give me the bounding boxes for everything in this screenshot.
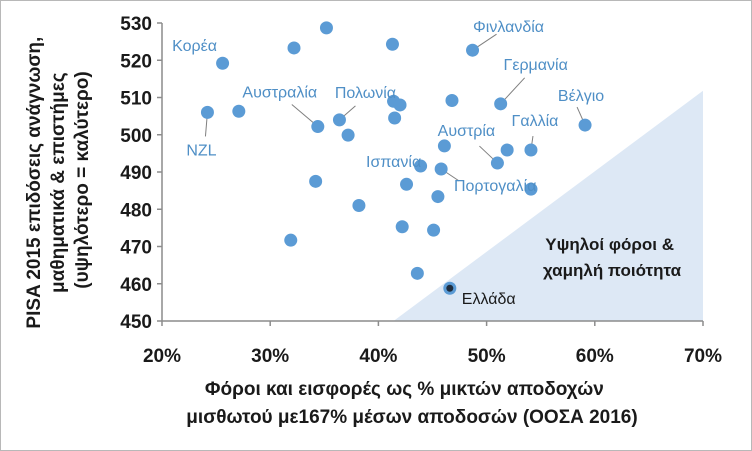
x-tick-labels: 20% 30% 40% 50% 60% 70% <box>143 321 722 367</box>
y-tick-label: 530 <box>120 14 152 35</box>
data-point <box>437 139 451 153</box>
data-point <box>395 220 409 234</box>
point-label: Ισπανία <box>366 154 421 171</box>
y-tick-label: 480 <box>120 200 152 221</box>
point-label: Γαλλία <box>512 113 559 130</box>
data-point <box>445 93 459 107</box>
data-point <box>466 43 480 57</box>
region-label: Υψηλοί φόροι & χαμηλή ποιότητα <box>543 235 682 280</box>
point-label: Πολωνία <box>335 85 396 102</box>
data-point <box>494 97 508 111</box>
data-point <box>431 190 445 204</box>
point-label: Κορέα <box>172 38 217 55</box>
data-point <box>341 128 355 142</box>
y-axis-title-line-2: μαθηματικά & επιστήμες <box>48 72 69 293</box>
data-point <box>232 104 246 118</box>
data-point <box>578 118 592 132</box>
data-point <box>393 98 407 112</box>
point-label: Φινλανδία <box>473 19 544 36</box>
x-tick-label: 30% <box>251 346 289 367</box>
data-point-highlight <box>446 284 454 292</box>
data-point <box>524 143 538 157</box>
data-point <box>524 182 538 196</box>
point-label: Βέλγιο <box>558 88 604 105</box>
y-axis-title-line-1: PISA 2015 επιδόσεις ανάγνωση, <box>24 37 45 329</box>
data-point <box>427 223 441 237</box>
y-tick-labels: 450 460 470 480 490 500 510 520 530 <box>120 14 162 333</box>
data-point <box>400 177 414 191</box>
data-point <box>414 159 428 173</box>
data-point <box>500 143 514 157</box>
data-points <box>200 21 592 295</box>
data-point <box>410 266 424 280</box>
y-tick-label: 470 <box>120 238 152 259</box>
y-tick-label: 500 <box>120 126 152 147</box>
x-axis-title-line-2: μισθωτού με167% μέσων αποδοσών (ΟΟΣΑ 201… <box>186 407 637 428</box>
x-tick-label: 70% <box>684 346 722 367</box>
region-label-line-2: χαμηλή ποιότητα <box>543 261 682 280</box>
data-point <box>490 156 504 170</box>
y-tick-label: 510 <box>120 89 152 110</box>
data-point <box>216 56 230 70</box>
high-tax-low-quality-region <box>393 90 703 321</box>
data-point <box>287 41 301 55</box>
data-point <box>311 120 325 134</box>
region-label-line-1: Υψηλοί φόροι & <box>545 235 674 254</box>
y-tick-label: 520 <box>120 51 152 72</box>
point-label: Αυστραλία <box>242 85 317 102</box>
x-tick-label: 40% <box>359 346 397 367</box>
y-tick-label: 460 <box>120 275 152 296</box>
x-tick-label: 20% <box>143 346 181 367</box>
data-point <box>385 37 399 51</box>
point-labels: Κορέα NZL Φινλανδία Αυστραλία Πολωνία Γερμανί… <box>172 19 604 308</box>
point-label: Ελλάδα <box>462 291 516 308</box>
x-tick-label: 60% <box>576 346 614 367</box>
y-tick-label: 450 <box>120 312 152 333</box>
data-point <box>434 162 448 176</box>
x-tick-label: 50% <box>468 346 506 367</box>
point-label: NZL <box>186 142 216 159</box>
y-tick-label: 490 <box>120 163 152 184</box>
y-axis-title: PISA 2015 επιδόσεις ανάγνωση, μαθηματικά… <box>24 31 93 328</box>
x-axis-title-line-1: Φόροι και εισφορές ως % μικτών αποδοχών <box>205 379 604 400</box>
data-point <box>284 233 298 247</box>
data-point <box>388 111 402 125</box>
y-axis-title-line-3: (υψηλότερο = καλύτερο) <box>72 71 93 288</box>
data-point <box>200 105 214 119</box>
point-label: Αυστρία <box>438 123 496 140</box>
data-point <box>319 21 333 35</box>
data-point <box>352 199 366 213</box>
data-point <box>332 113 346 127</box>
data-point <box>309 174 323 188</box>
point-label: Πορτογαλία <box>454 178 536 195</box>
point-label: Γερμανία <box>504 57 568 74</box>
x-axis-title: Φόροι και εισφορές ως % μικτών αποδοχών … <box>186 379 637 428</box>
